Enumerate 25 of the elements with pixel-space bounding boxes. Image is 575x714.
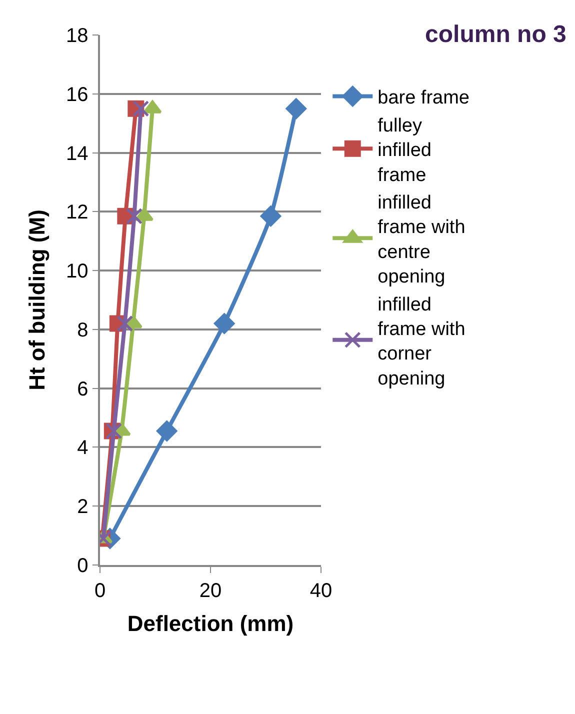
text: column no 3	[425, 20, 566, 48]
y-tick-label: 16	[66, 84, 88, 106]
x-tick-label: 0	[94, 580, 106, 602]
y-tick-label: 8	[77, 319, 88, 342]
x-axis-title: Deflection (mm)	[127, 611, 294, 636]
point	[132, 100, 150, 117]
y-tick-label: 18	[66, 25, 88, 47]
y-tick-label: 14	[66, 142, 88, 165]
x-tick-label: 40	[310, 580, 332, 602]
y-tick-label: 6	[77, 378, 88, 400]
y-tick-label: 12	[66, 202, 88, 224]
point	[260, 206, 282, 226]
point	[126, 208, 143, 224]
y-tick-label: 0	[77, 555, 88, 577]
point	[214, 313, 235, 334]
y-tick-label: 2	[77, 496, 88, 518]
point	[286, 98, 306, 119]
x-tick-label: 20	[199, 580, 222, 602]
point	[156, 420, 178, 442]
y-tick-label: 4	[77, 437, 88, 460]
point	[116, 315, 134, 332]
legend-label: infilled frame with corner opening	[378, 294, 466, 390]
legend-label: bare frame	[378, 88, 470, 109]
y-tick-label: 10	[66, 260, 88, 283]
y-axis-title: Ht of building (M)	[24, 210, 50, 390]
